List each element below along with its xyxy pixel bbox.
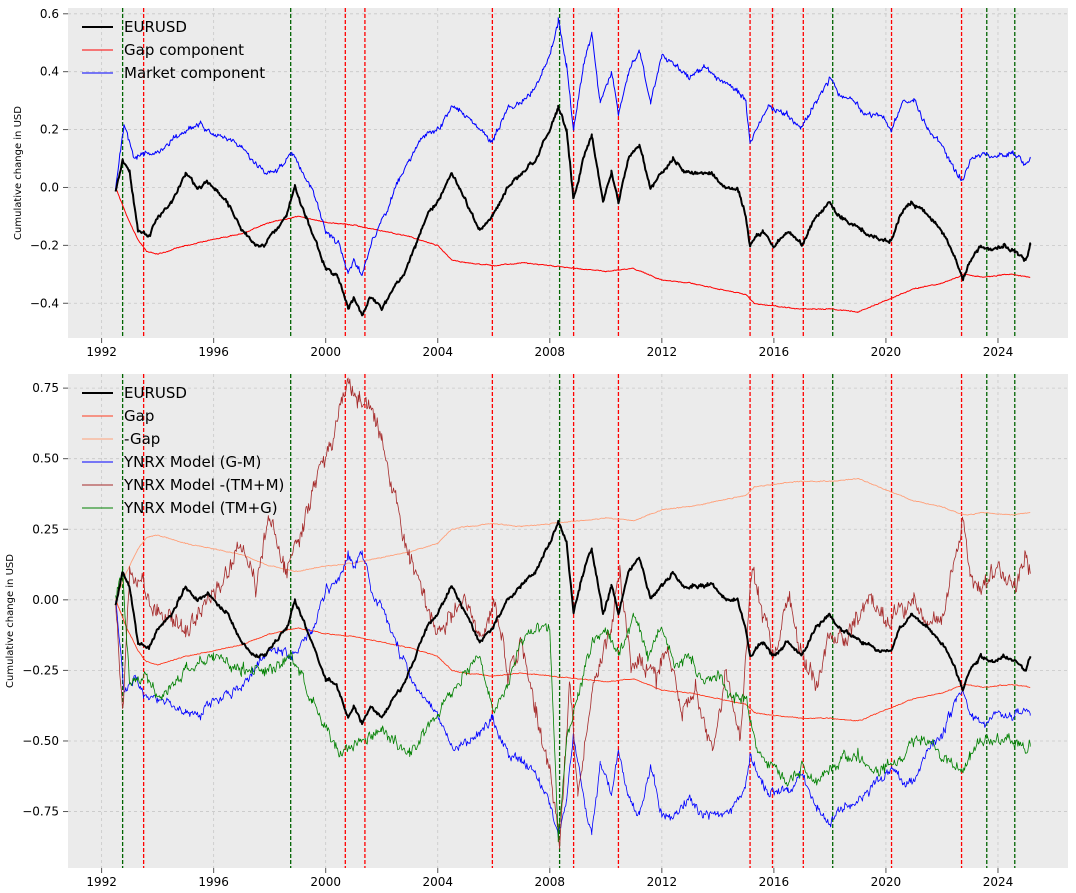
top-x-tick-label: 2000 (310, 345, 341, 359)
bottom-x-tick-label: 2024 (983, 875, 1014, 889)
bottom-y-axis-label: Cumulative change in USD (5, 554, 16, 688)
top-plot-area (68, 8, 1068, 338)
top-series-line-market-component (115, 17, 1031, 276)
bottom-y-tick-label: −0.50 (22, 734, 59, 748)
top-event-lines (121, 8, 1016, 338)
bottom-series (114, 377, 1032, 850)
top-y-tick-label: −0.2 (30, 238, 59, 252)
top-legend-label-market-component: Market component (124, 64, 265, 82)
top-y-tick-label: 0.6 (40, 7, 59, 21)
bottom-legend-label-ynrx-tmm: YNRX Model -(TM+M) (123, 476, 284, 494)
top-x-tick-label: 1996 (198, 345, 229, 359)
top-x-tick-label: 2024 (983, 345, 1014, 359)
top-y-tick-label: 0.4 (40, 65, 59, 79)
bottom-y-tick-label: 0.25 (32, 522, 59, 536)
bottom-series-line-ynrx-model-tm-g (115, 567, 1031, 843)
top-legend-label-eurusd: EURUSD (124, 18, 187, 36)
bottom-series-line-gap (115, 599, 1031, 722)
bottom-x-tick-label: 2020 (871, 875, 902, 889)
top-y-axis-label: Cumulative change in USD (13, 106, 24, 240)
bottom-legend-label-eurusd: EURUSD (124, 384, 187, 402)
bottom-legend: EURUSD Gap -Gap YNRX Model (G-M) YNRX Mo… (82, 384, 284, 517)
bottom-legend-label-ynrx-gm: YNRX Model (G-M) (123, 453, 261, 471)
bottom-series-line-eurusd (114, 519, 1032, 726)
bottom-legend-label-neg-gap: -Gap (124, 430, 160, 448)
top-x-tick-label: 2012 (647, 345, 678, 359)
top-y-ticks: −0.4 −0.2 0.0 0.2 0.4 0.6 (30, 7, 68, 310)
bottom-x-tick-label: 1992 (86, 875, 117, 889)
top-grid (68, 8, 1068, 338)
bottom-x-tick-label: 2008 (535, 875, 566, 889)
bottom-panel: −0.75 −0.50 −0.25 0.00 0.25 0.50 0.75 1992 1996… (5, 374, 1068, 889)
bottom-legend-label-gap: Gap (124, 407, 154, 425)
top-y-tick-label: 0.2 (40, 123, 59, 137)
top-x-tick-label: 2008 (535, 345, 566, 359)
bottom-y-tick-label: −0.75 (22, 805, 59, 819)
bottom-x-tick-label: 2000 (310, 875, 341, 889)
top-series (114, 17, 1032, 317)
bottom-y-ticks: −0.75 −0.50 −0.25 0.00 0.25 0.50 0.75 (22, 381, 68, 819)
top-series-line-eurusd (114, 104, 1032, 317)
bottom-y-tick-label: 0.00 (32, 593, 59, 607)
bottom-series-line-ynrx-model-tm-m (115, 377, 1031, 850)
top-x-ticks: 1992 1996 2000 2004 2008 2012 2016 2020 2024 (86, 338, 1013, 359)
bottom-event-lines (121, 374, 1016, 868)
bottom-y-tick-label: −0.25 (22, 663, 59, 677)
top-series-line-gap-component (115, 187, 1031, 313)
bottom-series-line-gap (115, 478, 1031, 601)
bottom-grid (68, 374, 1068, 868)
top-legend: EURUSD Gap component Market component (82, 18, 265, 82)
bottom-x-tick-label: 1996 (198, 875, 229, 889)
top-panel: −0.4 −0.2 0.0 0.2 0.4 0.6 1992 1996 2000 2004 200… (13, 7, 1068, 359)
bottom-y-tick-label: 0.75 (32, 381, 59, 395)
top-y-tick-label: −0.4 (30, 296, 59, 310)
bottom-x-tick-label: 2016 (759, 875, 790, 889)
bottom-x-tick-label: 2004 (422, 875, 453, 889)
top-y-tick-label: 0.0 (40, 180, 59, 194)
top-x-tick-label: 2004 (422, 345, 453, 359)
bottom-y-tick-label: 0.50 (32, 452, 59, 466)
bottom-x-tick-label: 2012 (647, 875, 678, 889)
top-x-tick-label: 2020 (871, 345, 902, 359)
top-legend-label-gap-component: Gap component (124, 41, 244, 59)
top-x-tick-label: 2016 (759, 345, 790, 359)
bottom-x-ticks: 1992 1996 2000 2004 2008 2012 2016 2020 2024 (86, 868, 1013, 889)
bottom-legend-label-ynrx-tmg: YNRX Model (TM+G) (123, 499, 278, 517)
top-x-tick-label: 1992 (86, 345, 117, 359)
